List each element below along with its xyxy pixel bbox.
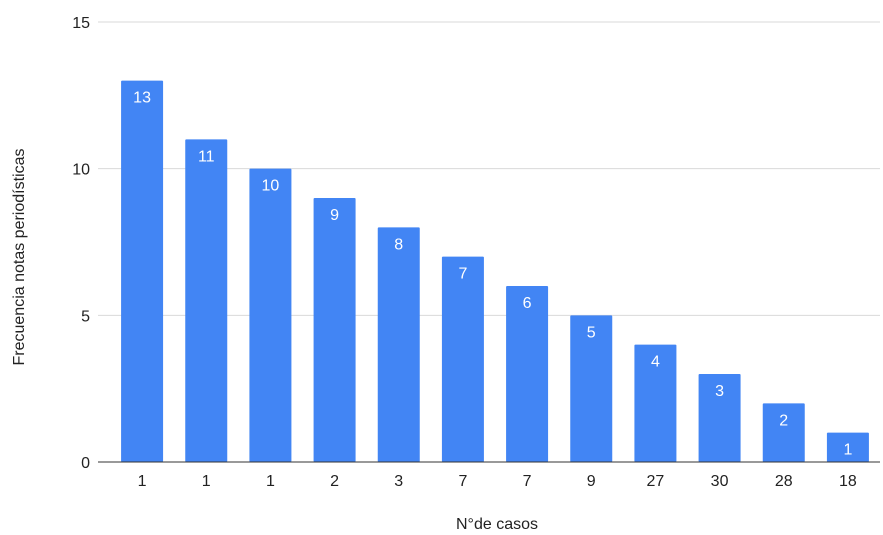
x-tick-label: 9 (587, 473, 596, 490)
x-tick-label: 3 (394, 473, 403, 490)
x-tick-label: 7 (523, 473, 532, 490)
x-tick-label: 1 (266, 473, 275, 490)
bar-value-label: 13 (133, 90, 151, 107)
bar (441, 256, 484, 462)
y-axis-title: Frecuencia notas periodísticas (11, 149, 28, 366)
bar-value-label: 2 (779, 412, 788, 429)
bar-value-label: 7 (458, 266, 467, 283)
bar (313, 198, 356, 462)
y-tick-label: 10 (72, 162, 90, 179)
bar-value-label: 1 (843, 442, 852, 459)
x-tick-label: 2 (330, 473, 339, 490)
y-tick-label: 5 (81, 308, 90, 325)
grid-layer (98, 21, 880, 316)
bar (506, 286, 549, 462)
bar-value-label: 11 (198, 148, 215, 165)
x-tick-label: 1 (138, 473, 147, 490)
bar (121, 80, 164, 463)
x-tick-label: 18 (839, 473, 857, 490)
bar-value-label: 5 (587, 324, 596, 341)
x-tick-label: 28 (775, 473, 793, 490)
bar-value-label: 9 (330, 207, 339, 224)
x-tick-label: 27 (647, 473, 665, 490)
bar (762, 403, 805, 462)
x-tick-label: 1 (202, 473, 211, 490)
bar (826, 432, 869, 462)
y-tick-label: 15 (72, 15, 90, 32)
x-tick-label: 30 (711, 473, 729, 490)
bar-value-label: 6 (523, 295, 532, 312)
bar (377, 227, 420, 462)
y-tick-label: 0 (81, 455, 90, 472)
bar-value-label: 3 (715, 383, 724, 400)
bar-value-label: 10 (262, 178, 280, 195)
x-axis-title: N°de casos (456, 516, 538, 533)
x-tick-label: 7 (458, 473, 467, 490)
bar-layer (121, 80, 869, 463)
bar (634, 344, 677, 462)
bar (185, 139, 228, 463)
label-layer: 13 11 10 9 8 7 6 5 4 3 2 1 (133, 90, 852, 459)
bar (698, 374, 741, 462)
bar (249, 168, 292, 462)
bar (570, 315, 613, 462)
bar-value-label: 4 (651, 354, 660, 371)
bar-value-label: 8 (394, 236, 403, 253)
